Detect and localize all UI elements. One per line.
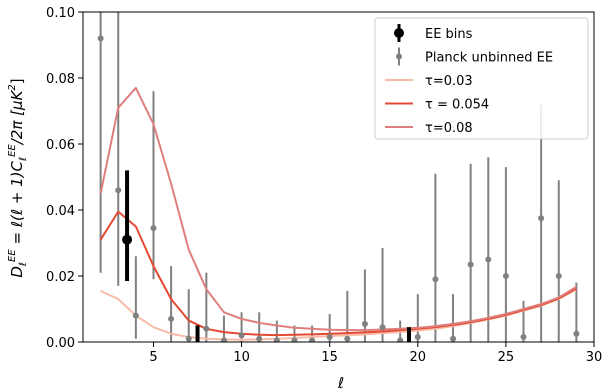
y-label-c-sub: ℓ <box>18 157 29 161</box>
unbinned-point-7 <box>220 337 227 342</box>
y-tick-label-5: 0.10 <box>46 6 75 21</box>
unbinned-point-21 <box>467 261 474 268</box>
bin-point-0 <box>122 234 133 245</box>
legend-label-2: τ=0.03 <box>425 74 473 89</box>
unbinned-point-14 <box>344 335 351 342</box>
unbinned-point-5 <box>185 335 192 342</box>
y-label-unit-sup: 2 <box>7 84 18 90</box>
y-tick-label-4: 0.08 <box>46 72 75 87</box>
y-label-close: ] <box>8 78 26 84</box>
unbinned-point-20 <box>450 335 457 342</box>
legend-label-0: EE bins <box>425 27 473 42</box>
legend-box <box>374 17 589 140</box>
y-tick-label-1: 0.02 <box>46 270 75 285</box>
unbinned-point-19 <box>432 276 439 283</box>
y-tick-label-2: 0.04 <box>46 204 75 219</box>
y-axis-label: DℓEE = ℓ(ℓ + 1)CℓEE/2π [μK2] <box>7 78 29 277</box>
y-label-main-sup: EE <box>7 249 18 262</box>
unbinned-point-24 <box>520 334 527 341</box>
unbinned-point-22 <box>485 256 492 263</box>
unbinned-point-18 <box>414 334 421 341</box>
unbinned-point-6 <box>203 325 210 332</box>
plot-content <box>97 12 580 342</box>
unbinned-point-2 <box>132 312 139 319</box>
x-tick-label-3: 20 <box>410 350 427 365</box>
unbinned-point-23 <box>502 273 509 279</box>
unbinned-point-8 <box>238 332 245 339</box>
unbinned-point-10 <box>273 337 280 342</box>
unbinned-point-27 <box>573 330 580 337</box>
unbinned-point-3 <box>150 225 157 232</box>
legend-label-1: Planck unbinned EE <box>425 51 553 66</box>
unbinned-point-25 <box>538 215 545 222</box>
y-label-c-sup: EE <box>7 144 18 157</box>
y-label-eq: = ℓ(ℓ + 1)C <box>8 160 26 249</box>
x-axis-label: ℓ <box>337 374 344 392</box>
unbinned-point-9 <box>256 335 263 342</box>
unbinned-point-16 <box>379 324 386 331</box>
plot-frame <box>82 11 595 343</box>
legend-marker-1 <box>396 53 402 60</box>
legend-marker-0 <box>394 28 404 38</box>
legend-label-3: τ = 0.054 <box>425 98 489 113</box>
x-tick-label-2: 15 <box>321 350 338 365</box>
unbinned-point-13 <box>326 334 333 341</box>
y-tick-label-3: 0.06 <box>46 138 75 153</box>
unbinned-point-11 <box>291 337 298 342</box>
unbinned-point-17 <box>397 337 404 342</box>
unbinned-point-1 <box>115 187 122 194</box>
y-label-tail: /2π [μK <box>8 89 26 146</box>
series-line-2 <box>99 86 577 332</box>
plot-area <box>97 12 580 342</box>
x-tick-label-4: 25 <box>498 350 515 365</box>
unbinned-point-4 <box>168 315 175 322</box>
legend-label-4: τ=0.08 <box>425 121 473 136</box>
axes: 5 10 15 20 25 30 0.00 0.02 0.04 0.06 0.08 0.10 <box>46 6 602 365</box>
x-tick-label-1: 10 <box>233 350 250 365</box>
legend: EE bins Planck unbinned EE τ=0.03 τ = 0.054… <box>374 17 589 140</box>
x-tick-label-5: 30 <box>586 350 603 365</box>
unbinned-point-15 <box>361 320 368 327</box>
unbinned-point-12 <box>309 337 316 342</box>
y-label-main: D <box>8 266 26 278</box>
unbinned-point-0 <box>97 35 104 42</box>
x-tick-label-0: 5 <box>149 350 157 365</box>
y-tick-label-0: 0.00 <box>46 336 75 351</box>
y-label-main-sub: ℓ <box>18 262 29 266</box>
unbinned-point-26 <box>555 273 562 279</box>
